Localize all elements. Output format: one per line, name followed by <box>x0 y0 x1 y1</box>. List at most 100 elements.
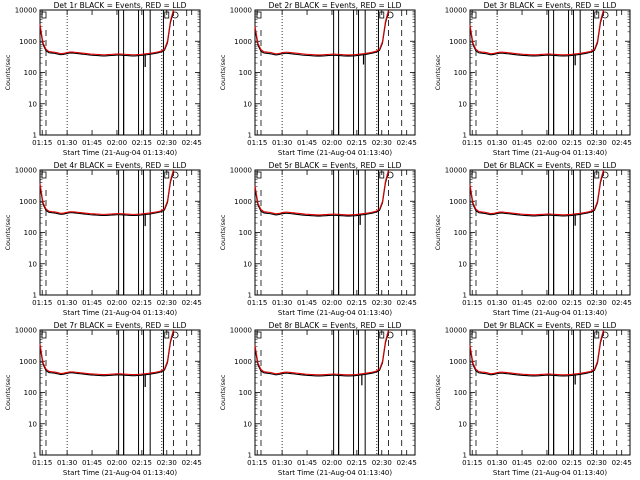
plot-frame <box>254 9 416 136</box>
y-tick-label: 1 <box>248 452 252 460</box>
panel-title: Det 9r BLACK = Events, RED = LLD <box>484 321 617 330</box>
lld-series-line <box>469 10 604 56</box>
y-tick-label: 10000 <box>15 7 37 15</box>
x-tick-label: 02:45 <box>182 299 202 307</box>
x-axis-label: Start Time (21-Aug-04 01:13:40) <box>278 149 392 157</box>
corner-mark <box>41 331 47 339</box>
x-tick-label: 02:00 <box>537 459 557 467</box>
corner-mark <box>256 171 262 179</box>
events-series-line <box>39 11 174 57</box>
corner-mark <box>256 11 262 19</box>
corner-mark <box>41 171 47 179</box>
panel-det-3r: Det 3r BLACK = Events, RED = LLD Counts/s… <box>434 1 632 157</box>
x-tick-label: 01:30 <box>272 299 292 307</box>
x-axis-label: Start Time (21-Aug-04 01:13:40) <box>278 309 392 317</box>
corner-mark <box>594 171 600 179</box>
panel-det-8r: Det 8r BLACK = Events, RED = LLD Counts/s… <box>219 321 417 477</box>
x-tick-label: 01:15 <box>32 299 52 307</box>
y-axis-label: Counts/sec <box>219 54 227 90</box>
x-tick-label: 01:30 <box>272 139 292 147</box>
y-tick-label: 1000 <box>234 38 252 46</box>
x-tick-label: 02:15 <box>347 459 367 467</box>
panel-title: Det 5r BLACK = Events, RED = LLD <box>269 161 402 170</box>
x-tick-label: 02:30 <box>157 139 177 147</box>
x-tick-label: 02:30 <box>587 299 607 307</box>
x-tick-label: 01:45 <box>512 459 532 467</box>
x-tick-label: 01:15 <box>247 139 267 147</box>
events-series-line <box>254 171 389 217</box>
x-tick-label: 01:45 <box>297 459 317 467</box>
y-axis-label: Counts/sec <box>219 214 227 250</box>
y-tick-label: 10 <box>28 420 37 428</box>
y-tick-label: 100 <box>239 69 252 77</box>
x-tick-label: 02:00 <box>322 459 342 467</box>
panel-det-9r: Det 9r BLACK = Events, RED = LLD Counts/s… <box>434 321 632 477</box>
lld-series-line <box>39 169 174 215</box>
x-axis-label: Start Time (21-Aug-04 01:13:40) <box>493 309 607 317</box>
x-tick-label: 01:30 <box>57 459 77 467</box>
corner-mark <box>164 171 170 179</box>
x-tick-label: 02:45 <box>612 299 632 307</box>
y-axis-label: Counts/sec <box>434 214 442 250</box>
lld-series-line <box>254 330 389 376</box>
panel-det-4r: Det 4r BLACK = Events, RED = LLD Counts/s… <box>4 161 202 317</box>
plot-frame <box>39 169 201 296</box>
y-axis-label: Counts/sec <box>4 374 12 410</box>
x-tick-label: 01:45 <box>297 299 317 307</box>
y-tick-label: 1 <box>33 292 37 300</box>
x-tick-label: 02:00 <box>107 299 127 307</box>
x-tick-label: 01:15 <box>247 299 267 307</box>
corner-mark <box>41 11 47 19</box>
y-tick-label: 1000 <box>19 358 37 366</box>
x-tick-label: 01:30 <box>57 139 77 147</box>
x-axis-label: Start Time (21-Aug-04 01:13:40) <box>63 309 177 317</box>
x-tick-label: 02:45 <box>397 139 417 147</box>
plot-frame <box>469 9 631 136</box>
x-tick-label: 02:45 <box>182 139 202 147</box>
x-tick-label: 01:15 <box>32 459 52 467</box>
x-tick-label: 02:00 <box>107 459 127 467</box>
y-tick-label: 10000 <box>15 167 37 175</box>
x-tick-label: 02:30 <box>157 459 177 467</box>
corner-mark <box>471 171 477 179</box>
y-tick-label: 1 <box>33 452 37 460</box>
y-tick-label: 10000 <box>15 327 37 335</box>
x-tick-label: 02:00 <box>537 299 557 307</box>
y-axis-label: Counts/sec <box>219 374 227 410</box>
y-tick-label: 10000 <box>230 7 252 15</box>
x-tick-label: 01:30 <box>487 139 507 147</box>
x-axis-label: Start Time (21-Aug-04 01:13:40) <box>63 149 177 157</box>
y-tick-label: 100 <box>454 69 467 77</box>
x-tick-label: 01:15 <box>462 459 482 467</box>
x-axis-label: Start Time (21-Aug-04 01:13:40) <box>493 469 607 477</box>
panel-title: Det 2r BLACK = Events, RED = LLD <box>269 1 402 10</box>
panel-title: Det 4r BLACK = Events, RED = LLD <box>54 161 187 170</box>
plot-frame <box>469 169 631 296</box>
panel-title: Det 6r BLACK = Events, RED = LLD <box>484 161 617 170</box>
y-tick-label: 10 <box>458 260 467 268</box>
x-tick-label: 02:45 <box>612 459 632 467</box>
y-tick-label: 1000 <box>449 38 467 46</box>
y-tick-label: 100 <box>24 389 37 397</box>
panel-title: Det 3r BLACK = Events, RED = LLD <box>484 1 617 10</box>
x-tick-label: 01:30 <box>487 299 507 307</box>
corner-mark <box>379 331 385 339</box>
lld-series-line <box>469 169 604 216</box>
x-tick-label: 02:00 <box>322 299 342 307</box>
y-tick-label: 100 <box>24 69 37 77</box>
x-tick-label: 02:30 <box>372 299 392 307</box>
x-axis-label: Start Time (21-Aug-04 01:13:40) <box>278 469 392 477</box>
y-tick-label: 1 <box>463 452 467 460</box>
y-tick-label: 100 <box>24 229 37 237</box>
x-tick-label: 01:45 <box>82 299 102 307</box>
y-tick-label: 10 <box>243 260 252 268</box>
corner-mark <box>594 331 600 339</box>
y-tick-label: 1 <box>463 292 467 300</box>
plot-frame <box>254 329 416 456</box>
x-tick-label: 02:15 <box>347 139 367 147</box>
y-tick-label: 100 <box>454 389 467 397</box>
corner-mark <box>164 11 170 19</box>
panel-det-1r: Det 1r BLACK = Events, RED = LLD Counts/s… <box>4 1 202 157</box>
panel-title: Det 1r BLACK = Events, RED = LLD <box>54 1 187 10</box>
